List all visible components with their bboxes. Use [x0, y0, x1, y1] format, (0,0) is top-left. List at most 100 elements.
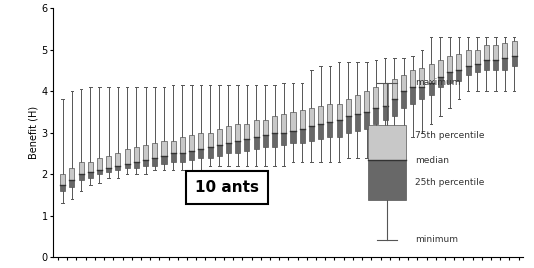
Bar [392, 79, 397, 99]
Bar [475, 50, 480, 64]
Text: 75th percentile: 75th percentile [415, 131, 485, 140]
Bar [429, 64, 434, 83]
Bar [161, 155, 167, 164]
Bar [281, 114, 286, 133]
Bar [345, 99, 351, 116]
Bar [410, 70, 415, 87]
Bar [502, 43, 507, 58]
Bar [254, 137, 258, 149]
Text: maximum: maximum [415, 78, 461, 87]
Bar [364, 91, 369, 112]
Bar [189, 135, 194, 151]
Bar [429, 83, 434, 95]
Bar [309, 108, 314, 126]
Bar [373, 108, 379, 124]
Bar [364, 112, 369, 129]
Bar [382, 106, 388, 120]
Bar [392, 99, 397, 116]
Bar [368, 160, 406, 200]
Text: median: median [415, 156, 449, 165]
Bar [245, 139, 249, 151]
Bar [438, 60, 443, 77]
Bar [134, 147, 139, 162]
Bar [217, 129, 222, 145]
Bar [189, 151, 194, 160]
Bar [419, 87, 425, 99]
Bar [419, 68, 425, 87]
Bar [355, 95, 360, 114]
Bar [355, 114, 360, 131]
Bar [447, 56, 452, 72]
Bar [245, 124, 249, 139]
Bar [318, 124, 323, 139]
Bar [272, 116, 277, 133]
Y-axis label: Benefit (H): Benefit (H) [29, 106, 39, 159]
Bar [180, 137, 185, 153]
Bar [438, 77, 443, 87]
Bar [401, 91, 406, 108]
Bar [254, 120, 258, 137]
Bar [290, 131, 295, 143]
Bar [69, 168, 74, 180]
Bar [60, 174, 65, 185]
Bar [152, 158, 158, 166]
Bar [368, 125, 406, 160]
Bar [161, 141, 167, 155]
Bar [300, 110, 305, 129]
Bar [382, 83, 388, 106]
Bar [180, 153, 185, 162]
Bar [97, 170, 102, 174]
Bar [60, 185, 65, 191]
Bar [493, 46, 498, 60]
Bar [124, 164, 130, 168]
Bar [336, 104, 342, 120]
Bar [208, 133, 213, 147]
Bar [78, 174, 84, 180]
Bar [309, 126, 314, 141]
Bar [226, 143, 231, 153]
Bar [475, 64, 480, 72]
Bar [106, 168, 111, 172]
Bar [69, 180, 74, 187]
Bar [512, 41, 516, 56]
Text: minimum: minimum [415, 235, 458, 244]
Bar [88, 162, 93, 172]
Bar [198, 133, 203, 149]
Bar [198, 149, 203, 158]
Bar [345, 116, 351, 133]
Text: 10 ants: 10 ants [195, 180, 260, 195]
Bar [235, 124, 240, 141]
Bar [115, 166, 121, 170]
Bar [171, 141, 176, 153]
Bar [466, 66, 470, 75]
Bar [235, 141, 240, 153]
Bar [401, 75, 406, 91]
Bar [300, 129, 305, 143]
Bar [512, 56, 516, 66]
Bar [281, 133, 286, 145]
Bar [134, 162, 139, 168]
Bar [78, 162, 84, 174]
Bar [336, 120, 342, 137]
Bar [447, 72, 452, 83]
Bar [143, 160, 148, 166]
Bar [290, 112, 295, 131]
Bar [456, 70, 461, 81]
Bar [226, 126, 231, 143]
Bar [466, 50, 470, 66]
Bar [327, 104, 332, 122]
Bar [106, 155, 111, 168]
Bar [143, 145, 148, 160]
Bar [493, 60, 498, 70]
Bar [263, 135, 268, 147]
Bar [115, 153, 121, 166]
Bar [502, 58, 507, 70]
Text: 25th percentile: 25th percentile [415, 178, 485, 187]
Bar [373, 87, 379, 108]
Bar [410, 87, 415, 104]
Bar [97, 158, 102, 170]
Bar [263, 120, 268, 135]
Bar [124, 149, 130, 164]
Bar [456, 54, 461, 70]
Bar [484, 60, 489, 70]
